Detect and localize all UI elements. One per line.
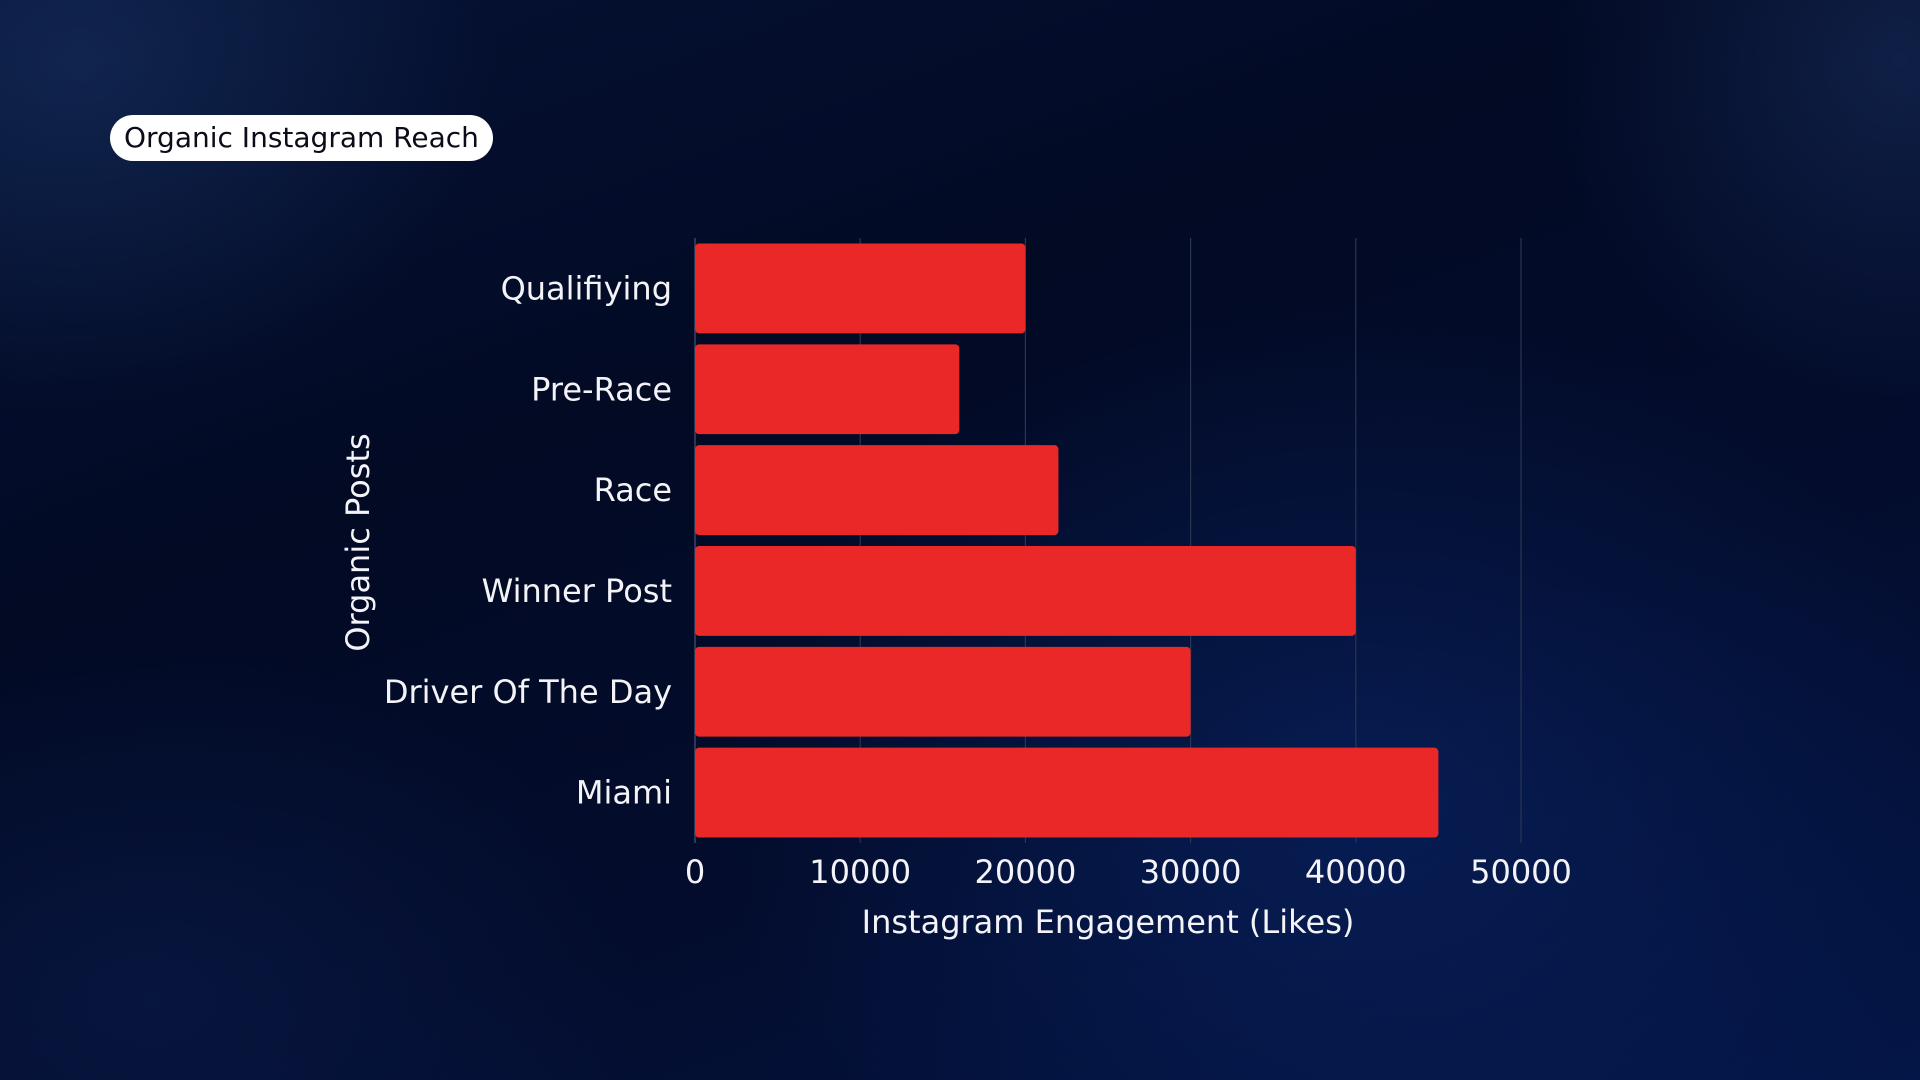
x-tick-label: 10000 xyxy=(809,853,911,891)
category-label: Pre-Race xyxy=(531,370,672,408)
x-tick-label: 20000 xyxy=(975,853,1077,891)
bars xyxy=(695,243,1439,838)
chart-title-pill: Organic Instagram Reach xyxy=(110,115,493,161)
x-tick-label: 40000 xyxy=(1305,853,1407,891)
category-label: Driver Of The Day xyxy=(384,673,672,711)
category-labels: Qualifiying Pre-Race Race Winner Post Driver… xyxy=(384,269,672,811)
bar xyxy=(695,243,1026,334)
x-tick-label: 50000 xyxy=(1470,853,1572,891)
x-tick-label: 0 xyxy=(685,853,705,891)
bar xyxy=(695,445,1059,535)
bar xyxy=(695,646,1191,737)
y-axis-label: Organic Posts xyxy=(339,433,377,651)
bar xyxy=(695,546,1356,636)
category-label: Winner Post xyxy=(482,572,672,610)
category-label: Miami xyxy=(576,774,672,812)
bar xyxy=(695,344,960,435)
x-tick-label: 30000 xyxy=(1140,853,1242,891)
x-axis-label: Instagram Engagement (Likes) xyxy=(862,903,1355,941)
bar xyxy=(695,747,1439,838)
category-label: Qualifiying xyxy=(501,269,672,307)
x-tick-labels: 0 10000 20000 30000 40000 50000 xyxy=(685,853,1572,891)
category-label: Race xyxy=(594,471,672,509)
grid-lines xyxy=(694,238,1522,843)
